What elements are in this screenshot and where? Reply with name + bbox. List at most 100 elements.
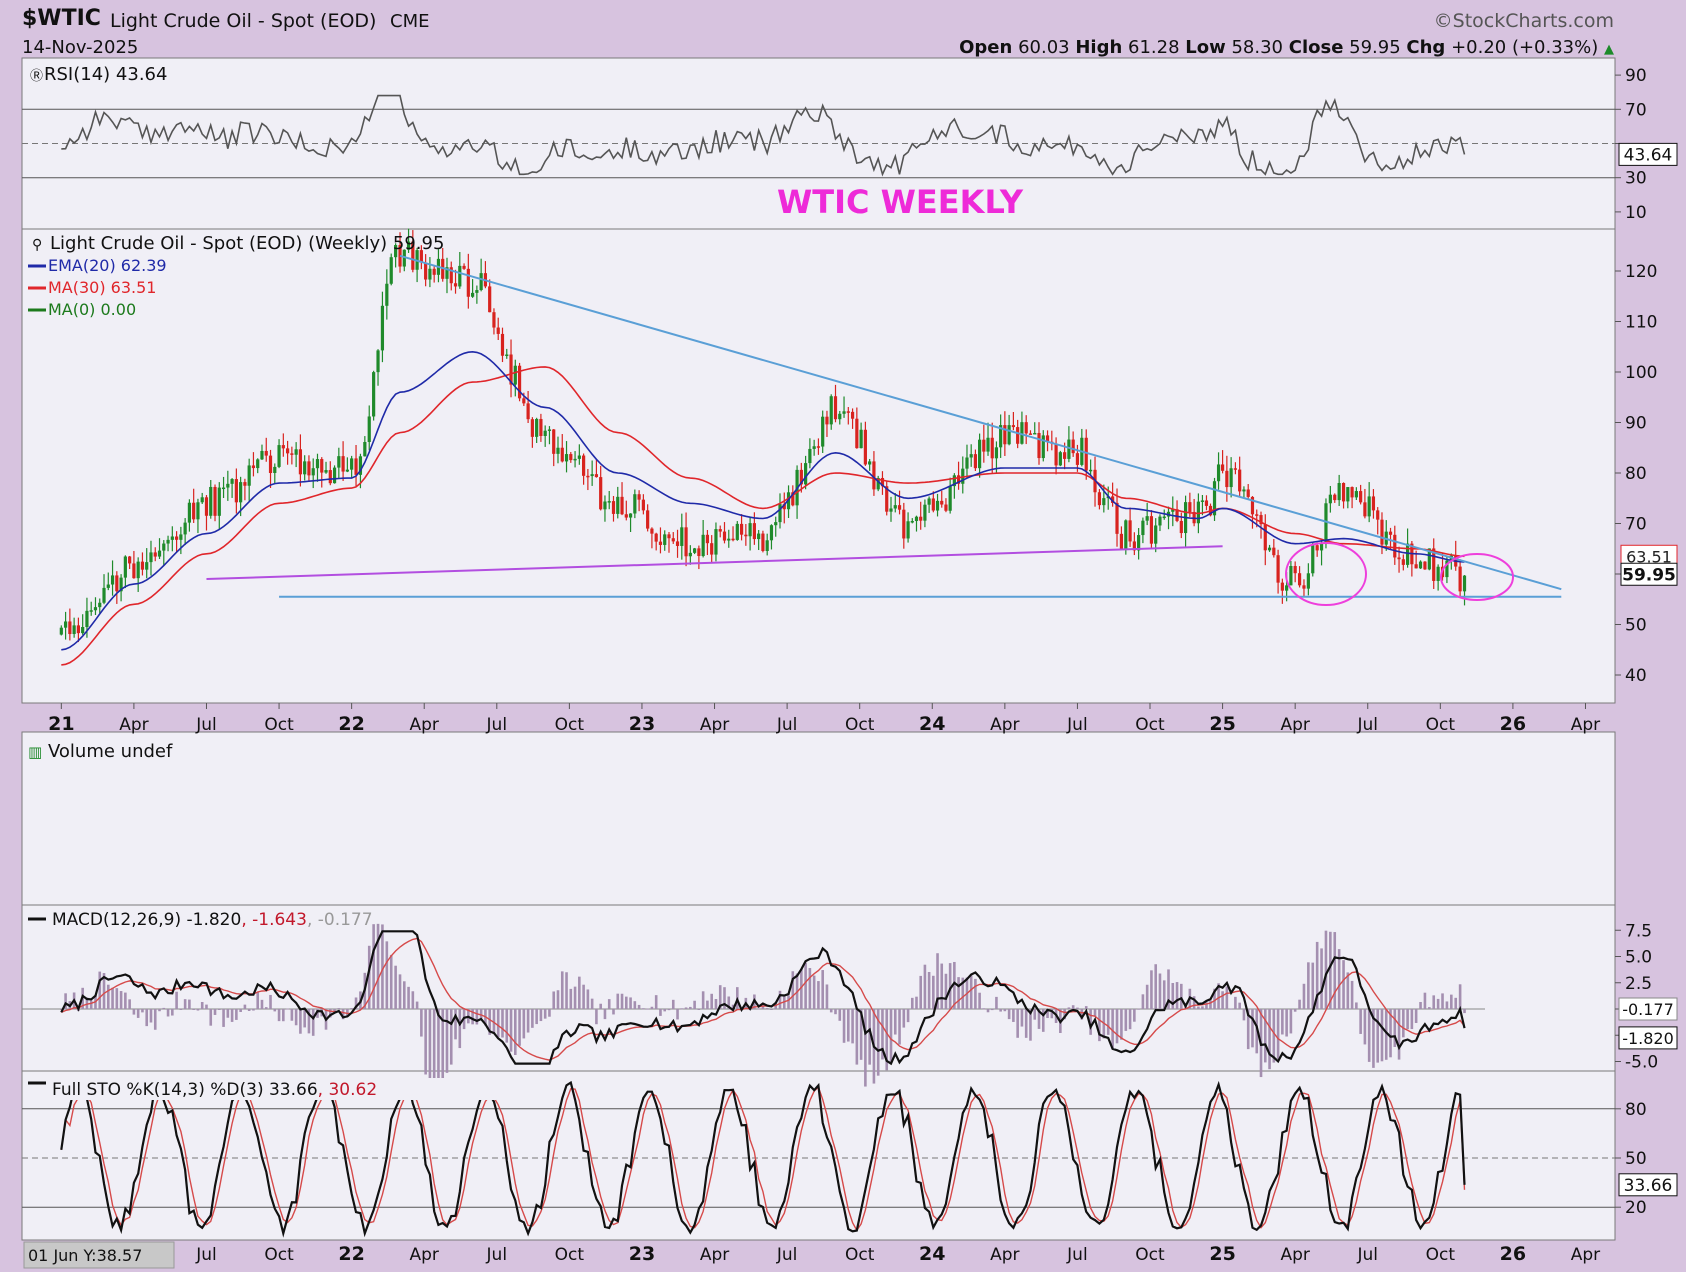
candle-body bbox=[162, 543, 166, 551]
legend-entry: EMA(20) 62.39 bbox=[48, 256, 167, 275]
macd-histogram-bar bbox=[701, 991, 705, 1009]
candle-body bbox=[919, 516, 923, 521]
candle-body bbox=[1432, 548, 1436, 581]
ma-value-label: 63.51 bbox=[1626, 547, 1672, 566]
candle-body bbox=[842, 411, 846, 414]
macd-histogram-bar bbox=[256, 992, 260, 1009]
macd-histogram-bar bbox=[1268, 1009, 1271, 1070]
time-axis-label: 24 bbox=[919, 713, 945, 735]
candle-body bbox=[897, 505, 902, 510]
candle-body bbox=[522, 398, 526, 404]
macd-histogram-bar bbox=[1205, 1002, 1208, 1009]
macd-histogram-bar bbox=[625, 996, 628, 1009]
candle-body bbox=[1154, 525, 1158, 544]
candle-body bbox=[332, 467, 337, 484]
candle-body bbox=[1097, 492, 1102, 506]
macd-histogram-bar bbox=[1436, 998, 1440, 1009]
candle-body bbox=[961, 468, 965, 484]
candle-body bbox=[149, 552, 153, 563]
candle-body bbox=[341, 456, 345, 472]
candle-body bbox=[906, 521, 910, 539]
candle-body bbox=[273, 466, 277, 474]
close-value: 59.95 bbox=[1349, 37, 1401, 58]
macd-histogram-bar bbox=[428, 1009, 432, 1084]
time-axis-label: Oct bbox=[555, 715, 585, 735]
chg-label: Chg bbox=[1406, 37, 1446, 58]
macd-histogram-bar bbox=[1041, 1009, 1045, 1032]
macd-histogram-bar bbox=[1372, 1009, 1375, 1068]
macd-tick-label: 7.5 bbox=[1625, 921, 1652, 941]
candle-body bbox=[1067, 439, 1071, 459]
macd-histogram-bar bbox=[243, 1004, 247, 1009]
candle-body bbox=[337, 456, 341, 468]
macd-histogram-bar bbox=[659, 1009, 662, 1016]
macd-histogram-bar bbox=[1263, 1009, 1267, 1063]
sto-tick-label: 50 bbox=[1625, 1149, 1647, 1169]
macd-histogram-bar bbox=[171, 1009, 174, 1016]
candle-body bbox=[132, 563, 136, 579]
candle-body bbox=[59, 627, 63, 635]
macd-histogram-bar bbox=[1076, 1007, 1079, 1009]
candle-body bbox=[145, 562, 149, 570]
bottom-time-axis-label: 26 bbox=[1500, 1243, 1526, 1265]
candle-body bbox=[517, 365, 522, 399]
candle-body bbox=[1158, 516, 1162, 526]
candle-body bbox=[1011, 425, 1015, 428]
candle-body bbox=[846, 411, 850, 413]
macd-histogram-bar bbox=[290, 1009, 294, 1021]
candle-body bbox=[774, 522, 778, 526]
macd-histogram-bar bbox=[1029, 1009, 1032, 1041]
candle-body bbox=[1397, 557, 1401, 560]
macd-histogram-bar bbox=[714, 998, 718, 1009]
candle-body bbox=[646, 510, 650, 529]
price-tick-label: 90 bbox=[1625, 414, 1647, 434]
candle-body bbox=[599, 477, 603, 510]
candle-body bbox=[350, 458, 354, 470]
macd-histogram-bar bbox=[141, 1009, 144, 1013]
macd-histogram-bar bbox=[616, 993, 620, 1009]
macd-histogram-bar bbox=[864, 1009, 867, 1087]
candle-body bbox=[500, 333, 505, 356]
candle-body bbox=[89, 610, 93, 612]
candle-body bbox=[735, 523, 739, 540]
high-label: High bbox=[1075, 37, 1123, 58]
macd-histogram-bar bbox=[337, 1008, 341, 1010]
macd-histogram-bar bbox=[1128, 1009, 1132, 1030]
macd-histogram-bar bbox=[85, 997, 89, 1009]
candle-body bbox=[868, 461, 872, 465]
candle-body bbox=[1058, 452, 1062, 466]
candle-icon: ⚲ bbox=[32, 237, 42, 253]
sto-label: Full STO %K(14,3) %D(3) 33.66, 30.62 bbox=[52, 1080, 377, 1100]
candle-body bbox=[948, 486, 952, 511]
candle-body bbox=[552, 429, 556, 454]
candle-body bbox=[952, 475, 956, 487]
macd-histogram-bar bbox=[969, 975, 973, 1009]
macd-histogram-bar bbox=[411, 991, 415, 1009]
candle-body bbox=[684, 527, 688, 557]
candle-body bbox=[1250, 496, 1255, 515]
candle-body bbox=[294, 449, 298, 455]
candle-body bbox=[1427, 548, 1431, 570]
candle-body bbox=[956, 475, 961, 484]
candle-body bbox=[1242, 489, 1246, 492]
candle-body bbox=[1041, 435, 1045, 459]
macd-histogram-bar bbox=[1050, 1009, 1054, 1019]
candle-body bbox=[115, 575, 119, 592]
macd-histogram-bar bbox=[1080, 1009, 1084, 1020]
macd-histogram-bar bbox=[526, 1009, 530, 1033]
highlight-ellipse bbox=[1440, 553, 1514, 601]
candle-body bbox=[688, 552, 692, 557]
candle-body bbox=[298, 449, 303, 475]
macd-histogram-bar bbox=[333, 1009, 336, 1012]
bottom-time-axis-label: Oct bbox=[264, 1245, 294, 1265]
macd-histogram-bar bbox=[264, 1007, 268, 1009]
macd-histogram-bar bbox=[881, 1009, 884, 1060]
candle-body bbox=[990, 437, 994, 459]
candle-body bbox=[1289, 566, 1293, 586]
macd-histogram-bar bbox=[808, 968, 812, 1009]
candle-body bbox=[1328, 494, 1332, 504]
macd-histogram-bar bbox=[277, 1009, 281, 1022]
macd-histogram-bar bbox=[183, 999, 187, 1009]
macd-histogram-bar bbox=[505, 1009, 509, 1043]
candle-body bbox=[1024, 422, 1028, 434]
